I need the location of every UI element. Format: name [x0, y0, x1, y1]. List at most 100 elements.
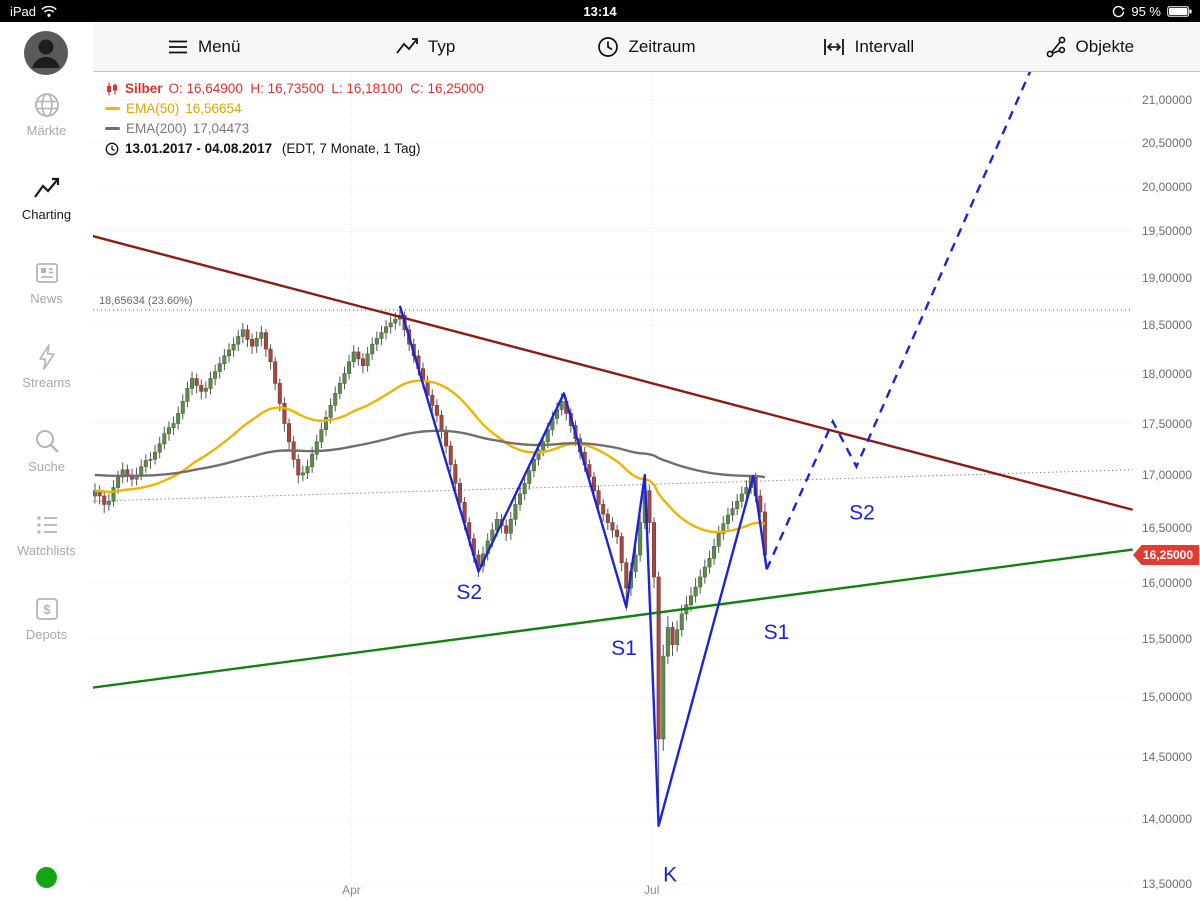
- sidebar-item-label: Suche: [28, 459, 65, 474]
- y-axis-label: 16,00000: [1141, 575, 1192, 590]
- dollar-icon: $: [35, 598, 58, 620]
- sidebar-item-watchlists[interactable]: Watchlists: [0, 510, 93, 558]
- wave-label-s1: S1: [764, 621, 790, 644]
- wave-label-k: K: [663, 863, 677, 886]
- y-axis-label: 17,50000: [1141, 416, 1192, 431]
- y-axis-label: 18,00000: [1141, 366, 1192, 381]
- ema200-line: [94, 429, 766, 479]
- svg-text:$: $: [43, 602, 51, 617]
- sidebar-item-charting[interactable]: Charting: [0, 174, 93, 222]
- chart-type-icon: [396, 37, 418, 54]
- sidebar: Märkte Charting News Streams Suche: [0, 22, 93, 900]
- legend-ema50-value: 16,56654: [185, 101, 242, 116]
- legend-ema50-row[interactable]: EMA(50) 16,56654: [105, 100, 484, 117]
- legend-range-row: 13.01.2017 - 04.08.2017 (EDT, 7 Monate, …: [105, 140, 484, 157]
- objects-button[interactable]: Objekte: [979, 22, 1200, 71]
- legend-instrument: Silber: [125, 81, 163, 96]
- y-axis-label: 17,00000: [1141, 467, 1192, 482]
- globe-icon: [34, 93, 59, 117]
- magnifier-icon: [35, 430, 59, 453]
- hamburger-icon: [168, 40, 187, 53]
- objects-label: Objekte: [1075, 36, 1135, 56]
- chart-legend: Silber O: 16,64900 H: 16,73500 L: 16,181…: [105, 80, 484, 160]
- legend-instrument-row[interactable]: Silber O: 16,64900 H: 16,73500 L: 16,181…: [105, 80, 484, 97]
- trendline-minor-dotted[interactable]: [93, 469, 1133, 502]
- sidebar-item-maerkte[interactable]: Märkte: [0, 90, 93, 138]
- menu-label: Menü: [197, 36, 241, 56]
- online-status-dot: [36, 867, 57, 888]
- interval-icon: [823, 38, 844, 55]
- wave-solid-line: [398, 305, 768, 827]
- y-axis-label: 16,50000: [1141, 520, 1192, 535]
- profile-avatar[interactable]: [23, 30, 69, 76]
- status-left: iPad: [10, 0, 57, 22]
- sidebar-item-label: Depots: [25, 627, 68, 642]
- legend-date-range: 13.01.2017 - 04.08.2017: [125, 141, 273, 156]
- wave-scenario[interactable]: [398, 72, 1047, 827]
- time-range-button[interactable]: Zeitraum: [536, 22, 757, 71]
- sidebar-item-label: Watchlists: [17, 543, 76, 558]
- sidebar-item-suche[interactable]: Suche: [0, 426, 93, 474]
- fibonacci-level: 18,65634 (23.60%): [93, 295, 1133, 311]
- time-range-label: Zeitraum: [628, 36, 696, 56]
- legend-ema200-label: EMA(200): [126, 121, 187, 136]
- y-axis-label: 20,50000: [1141, 135, 1192, 150]
- legend-ema50-label: EMA(50): [126, 101, 180, 116]
- y-axis-label: 15,50000: [1141, 631, 1192, 646]
- y-axis-label: 14,00000: [1141, 812, 1192, 827]
- x-axis-label: Jul: [644, 883, 659, 897]
- chart-type-label: Typ: [427, 36, 456, 56]
- wave-label-s2: S2: [849, 501, 875, 524]
- y-axis-label: 19,00000: [1141, 270, 1192, 285]
- wifi-icon: [41, 5, 57, 17]
- battery-label: 95 %: [1131, 3, 1161, 19]
- legend-ema200-row[interactable]: EMA(200) 17,04473: [105, 120, 484, 137]
- status-clock: 13:14: [583, 3, 617, 19]
- chart-toolbar: Menü Typ Zeitraum Intervall: [93, 22, 1200, 72]
- trendline-falling-resistance[interactable]: [93, 234, 1133, 511]
- sidebar-item-label: Streams: [22, 375, 71, 390]
- list-icon: [36, 516, 57, 534]
- y-axis-label: 14,50000: [1141, 750, 1192, 765]
- chart-canvas[interactable]: 18,65634 (23.60%) S2 S1 K S1 S2 Apr Jul Silber …: [93, 72, 1133, 900]
- wave-projection-line: [765, 72, 1032, 570]
- status-right: 95 %: [1112, 0, 1192, 22]
- ema200-line-swatch: [105, 127, 120, 130]
- rotation-lock-icon: [1113, 5, 1126, 17]
- device-label: iPad: [10, 3, 37, 19]
- legend-ema200-value: 17,04473: [192, 121, 250, 136]
- battery-icon: [1167, 5, 1192, 17]
- sidebar-item-depots[interactable]: $ Depots: [0, 594, 93, 642]
- x-axis-label: Apr: [342, 883, 361, 897]
- clock-icon: [598, 36, 619, 57]
- candlestick-icon: [107, 82, 117, 95]
- menu-button[interactable]: Menü: [93, 22, 314, 71]
- chart-type-button[interactable]: Typ: [314, 22, 535, 71]
- price-chart-plot[interactable]: 18,65634 (23.60%) S2 S1 K S1 S2 Apr Jul: [93, 72, 1133, 900]
- y-axis-label: 20,00000: [1141, 179, 1192, 194]
- last-price-badge: 16,25000: [1133, 545, 1199, 565]
- wave-label-s1: S1: [611, 637, 637, 660]
- wave-label-s2: S2: [456, 581, 482, 604]
- sidebar-item-news[interactable]: News: [0, 258, 93, 306]
- legend-range-info: (EDT, 7 Monate, 1 Tag): [278, 141, 421, 156]
- y-axis-label: 19,50000: [1141, 224, 1192, 239]
- interval-label: Intervall: [854, 36, 915, 56]
- sidebar-item-label: Charting: [21, 207, 72, 222]
- y-axis-label: 13,50000: [1141, 877, 1192, 891]
- sidebar-item-label: News: [30, 291, 63, 306]
- sidebar-item-streams[interactable]: Streams: [0, 342, 93, 390]
- fib-level-label: 18,65634 (23.60%): [99, 295, 193, 307]
- interval-button[interactable]: Intervall: [757, 22, 978, 71]
- y-axis-label: 21,00000: [1141, 93, 1192, 107]
- sidebar-item-label: Märkte: [26, 123, 67, 138]
- clock-icon: [105, 142, 119, 155]
- price-axis[interactable]: 21,00000 20,50000 20,00000 19,50000 19,00000…: [1133, 72, 1200, 900]
- objects-branch-icon: [1046, 36, 1065, 57]
- newspaper-icon: [35, 263, 58, 283]
- trendline-rising-support[interactable]: [93, 548, 1133, 689]
- ema50-line-swatch: [105, 107, 120, 110]
- status-bar: iPad 13:14 95 %: [0, 0, 1200, 22]
- y-axis-label: 15,00000: [1141, 690, 1192, 705]
- gridlines: [93, 72, 1133, 885]
